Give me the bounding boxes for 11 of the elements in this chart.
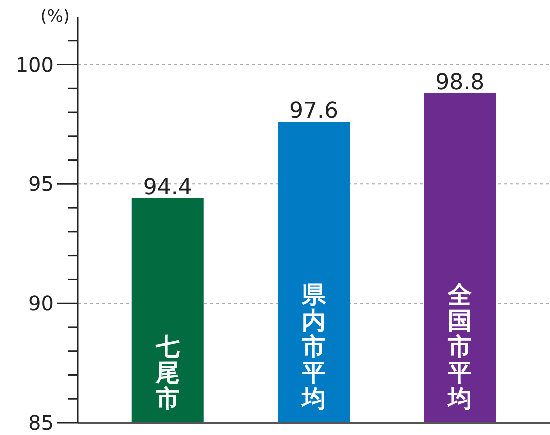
x-tick-label: 県内市平均	[300, 281, 327, 413]
data-label: 98.8	[436, 70, 485, 96]
y-tick-label: 95	[28, 172, 54, 196]
x-tick-label: 全国市平均	[446, 281, 474, 413]
y-tick-label: 85	[28, 411, 54, 435]
y-tick-label: 100	[16, 52, 54, 77]
data-label: 97.6	[290, 99, 338, 124]
data-label: 94.4	[143, 176, 192, 201]
y-axis-title: (%)	[40, 7, 70, 27]
x-tick-label: 七尾市	[154, 333, 180, 413]
y-tick-label: 90	[28, 292, 54, 316]
